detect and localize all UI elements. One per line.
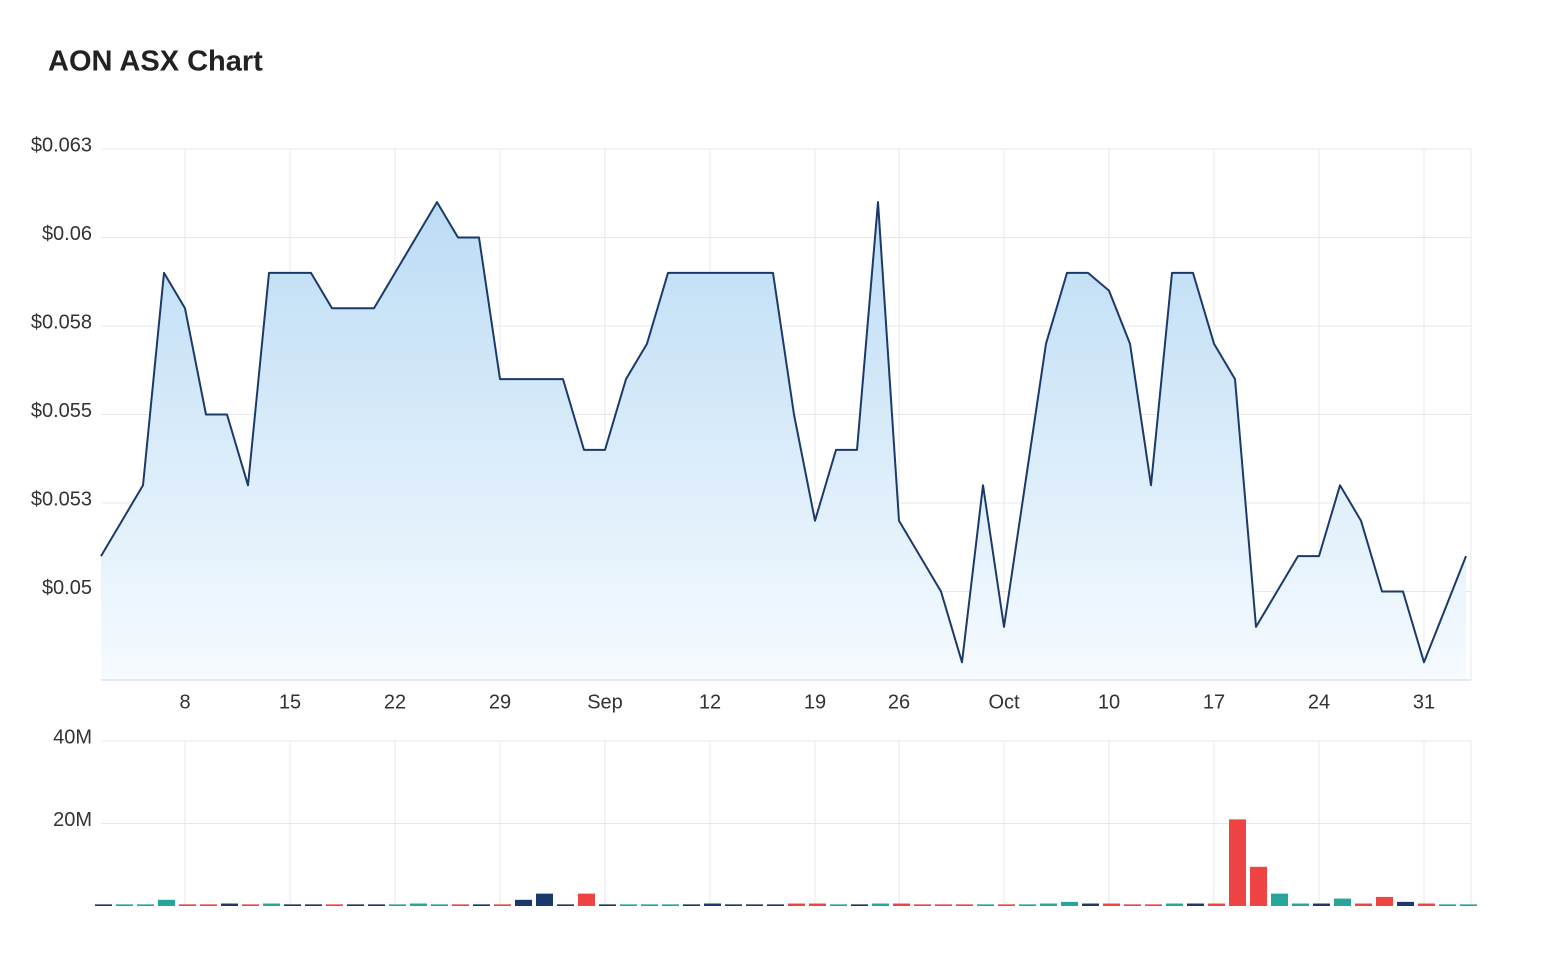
- volume-bar: [851, 904, 868, 906]
- volume-bar: [431, 904, 448, 906]
- volume-bar: [326, 904, 343, 906]
- volume-bar: [662, 904, 679, 906]
- volume-bar: [95, 904, 112, 906]
- volume-bar: [1145, 904, 1162, 906]
- volume-bar: [1166, 903, 1183, 906]
- volume-bar: [725, 904, 742, 906]
- volume-bar: [1124, 904, 1141, 906]
- volume-bar: [893, 903, 910, 906]
- volume-bar: [872, 903, 889, 906]
- volume-bar: [410, 903, 427, 906]
- volume-bar: [935, 904, 952, 906]
- y-tick-label: 20M: [53, 809, 92, 831]
- x-tick-label: Sep: [587, 691, 623, 713]
- x-tick-label: 17: [1203, 691, 1225, 713]
- volume-bar: [977, 904, 994, 906]
- x-tick-label: 31: [1413, 691, 1435, 713]
- volume-bar: [452, 904, 469, 906]
- volume-bar: [830, 904, 847, 906]
- volume-bar: [956, 904, 973, 906]
- volume-bar: [1040, 903, 1057, 906]
- volume-bar: [1019, 904, 1036, 906]
- volume-bar: [179, 904, 196, 906]
- volume-bar: [1271, 893, 1288, 906]
- volume-bar: [116, 904, 133, 906]
- volume-bar: [1460, 904, 1477, 906]
- y-tick-label: $0.05: [42, 577, 92, 599]
- volume-bar: [620, 904, 637, 906]
- volume-bar: [536, 893, 553, 906]
- volume-bar: [137, 904, 154, 906]
- volume-bar: [494, 904, 511, 906]
- x-tick-label: 8: [179, 691, 190, 713]
- volume-bar: [200, 904, 217, 906]
- x-tick-label: 19: [804, 691, 826, 713]
- volume-bar: [1418, 903, 1435, 906]
- volume-bar: [809, 903, 826, 906]
- x-tick-label: 24: [1308, 691, 1330, 713]
- x-tick-label: 22: [384, 691, 406, 713]
- volume-bar: [1061, 901, 1078, 906]
- volume-bar: [557, 904, 574, 906]
- x-tick-label: 15: [279, 691, 301, 713]
- volume-bar: [242, 904, 259, 906]
- volume-bar: [305, 904, 322, 906]
- volume-bar: [683, 904, 700, 906]
- volume-bar: [473, 904, 490, 906]
- volume-bar: [704, 903, 721, 906]
- volume-bar: [1334, 898, 1351, 906]
- volume-bar: [788, 903, 805, 906]
- volume-bar: [1397, 901, 1414, 906]
- y-tick-label: $0.06: [42, 223, 92, 245]
- line: [100, 201, 1467, 664]
- volume-bar: [998, 904, 1015, 906]
- volume-bar: [368, 904, 385, 906]
- y-tick-label: $0.058: [31, 311, 92, 333]
- volume-bar: [1376, 896, 1393, 906]
- volume-bar: [641, 904, 658, 906]
- volume-bar: [284, 904, 301, 906]
- x-tick-label: 26: [888, 691, 910, 713]
- volume-bar: [1292, 903, 1309, 906]
- y-tick-label: $0.055: [31, 400, 92, 422]
- volume-bar: [1082, 903, 1099, 906]
- volume-bar: [1208, 903, 1225, 906]
- volume-bar: [1313, 903, 1330, 906]
- volume-bar: [263, 903, 280, 906]
- volume-bar: [1439, 904, 1456, 906]
- volume-bar: [746, 904, 763, 906]
- volume-bar: [158, 899, 175, 906]
- volume-bar: [221, 903, 238, 906]
- y-tick-label: $0.063: [31, 134, 92, 156]
- volume-bar: [1229, 819, 1246, 906]
- volume-bar: [347, 904, 364, 906]
- volume-bar: [1103, 903, 1120, 906]
- volume-bar: [389, 904, 406, 906]
- volume-bar: [1355, 903, 1372, 906]
- y-tick-label: 40M: [53, 726, 92, 748]
- volume-bar: [599, 904, 616, 906]
- volume-bar: [578, 893, 595, 906]
- x-tick-label: 12: [699, 691, 721, 713]
- volume-bar: [914, 904, 931, 906]
- x-tick-label: Oct: [988, 691, 1020, 713]
- y-tick-label: $0.053: [31, 488, 92, 510]
- volume-bar: [1250, 866, 1267, 906]
- volume-bar: [767, 904, 784, 906]
- volume-bar: [515, 899, 532, 906]
- x-tick-label: 10: [1098, 691, 1120, 713]
- chart-title: AON ASX Chart: [48, 46, 263, 78]
- area: [101, 202, 1466, 680]
- x-tick-label: 29: [489, 691, 511, 713]
- volume-bar: [1187, 903, 1204, 906]
